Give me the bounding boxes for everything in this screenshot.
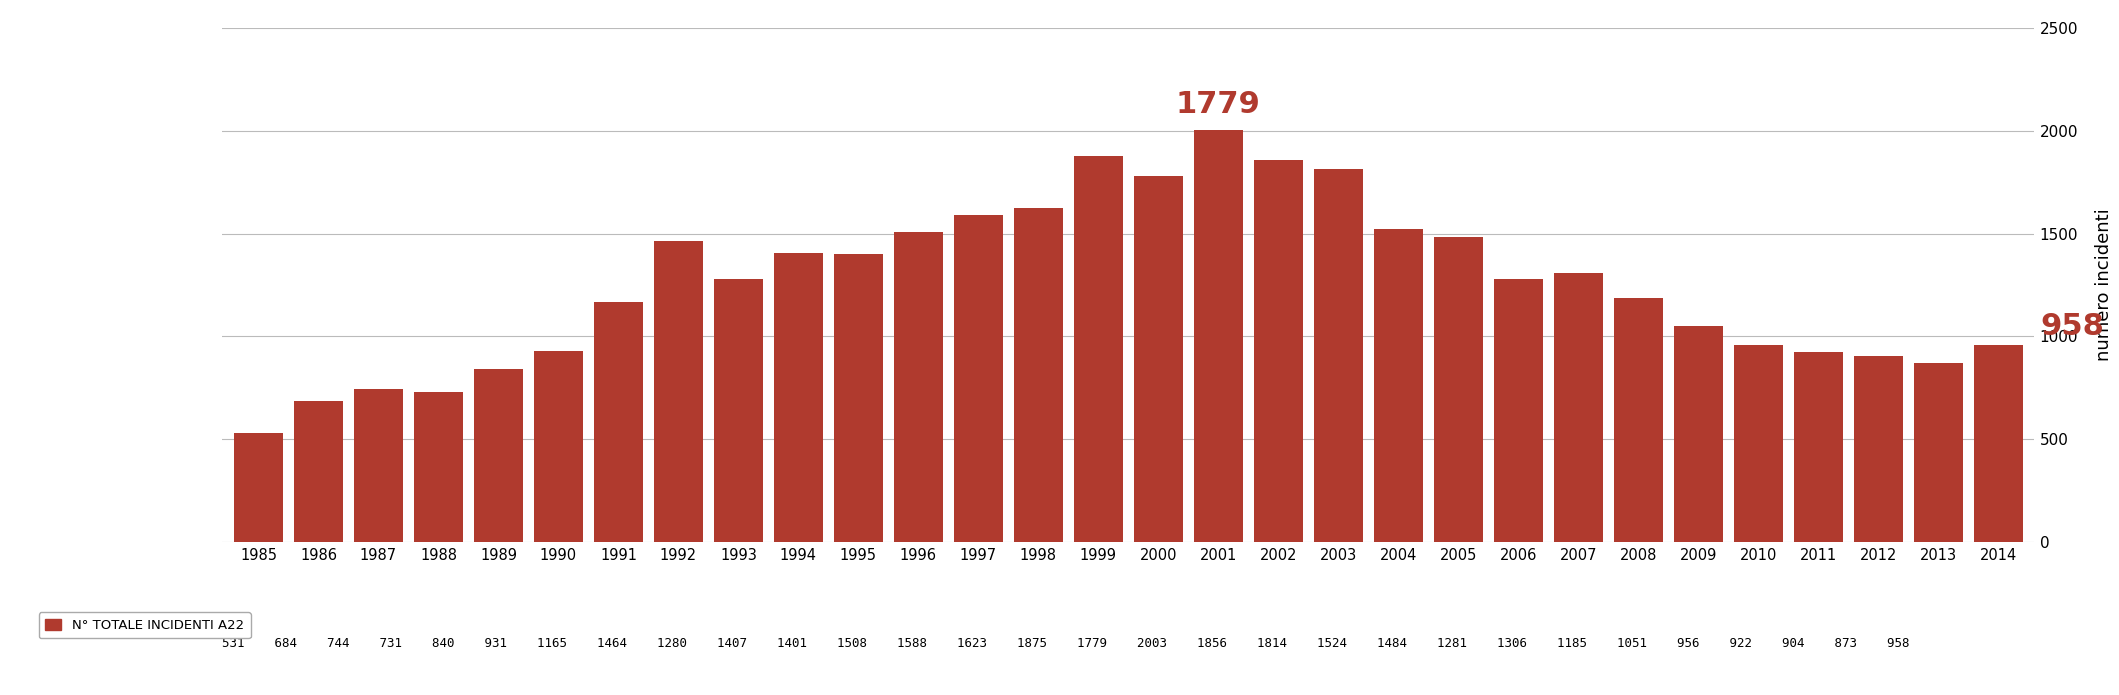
Bar (1615, 298, 1663, 542)
Bar (1373, 229, 1424, 542)
Bar (1793, 352, 1844, 542)
Bar (1553, 273, 1602, 542)
Bar (295, 402, 343, 542)
Y-axis label: numero incidenti: numero incidenti (2096, 208, 2113, 361)
Bar (1254, 161, 1303, 542)
Bar (1973, 345, 2024, 542)
Bar (833, 254, 884, 542)
Bar (954, 215, 1002, 542)
Bar (475, 369, 523, 542)
Legend: N° TOTALE INCIDENTI A22: N° TOTALE INCIDENTI A22 (38, 612, 250, 639)
Text: 1779: 1779 (1176, 90, 1261, 119)
Bar (894, 232, 943, 542)
Bar (1674, 326, 1723, 542)
Bar (1435, 237, 1483, 542)
Bar (1913, 363, 1962, 542)
Bar (1854, 356, 1903, 542)
Bar (233, 433, 284, 542)
Text: 958: 958 (2041, 312, 2104, 341)
Bar (714, 279, 763, 542)
Bar (1134, 176, 1182, 542)
Bar (773, 253, 822, 542)
Bar (1193, 130, 1244, 542)
Bar (655, 241, 704, 542)
Bar (1074, 156, 1123, 542)
Bar (534, 350, 583, 542)
Bar (1494, 279, 1543, 542)
Bar (1733, 345, 1782, 542)
Text: 531    684    744    731    840    931    1165    1464    1280    1407    1401  : 531 684 744 731 840 931 1165 1464 1280 1… (222, 637, 1909, 651)
Bar (413, 392, 464, 542)
Bar (593, 302, 642, 542)
Bar (1314, 169, 1363, 542)
Bar (1013, 208, 1064, 542)
Bar (354, 389, 403, 542)
